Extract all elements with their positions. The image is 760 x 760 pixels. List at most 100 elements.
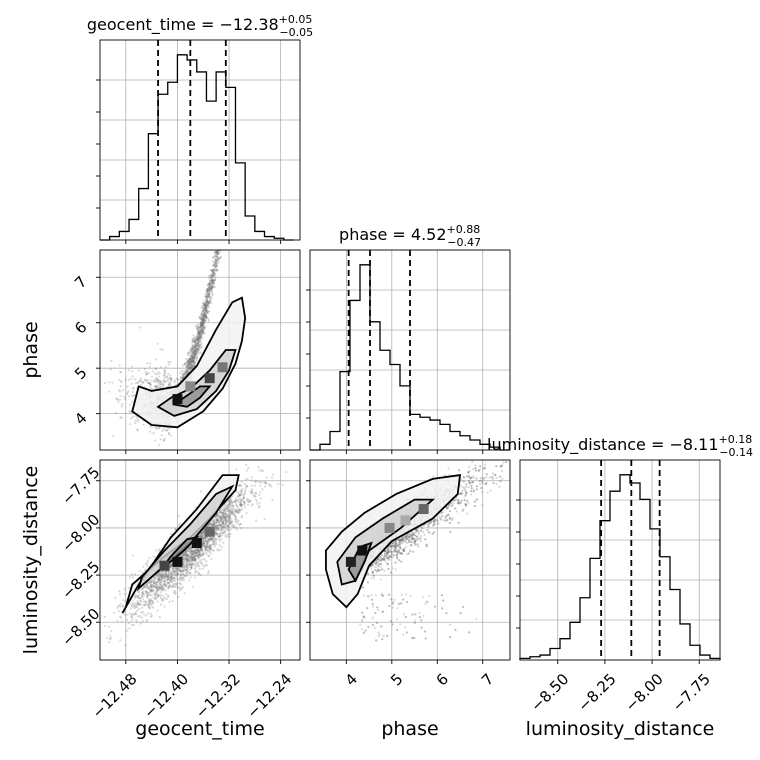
sample-point <box>152 602 155 605</box>
sample-point <box>226 196 228 198</box>
sample-point <box>238 509 241 512</box>
sample-point <box>232 167 234 169</box>
sample-point <box>201 534 204 537</box>
sample-point <box>217 549 220 552</box>
sample-point <box>189 361 192 364</box>
sample-point <box>243 502 246 505</box>
sample-point <box>242 496 246 499</box>
sample-point <box>185 361 189 364</box>
sample-point <box>225 520 228 523</box>
sample-point <box>225 518 228 521</box>
sample-point <box>209 279 212 282</box>
sample-point <box>192 351 195 354</box>
sample-point <box>215 265 218 268</box>
sample-point <box>209 289 212 293</box>
sample-point <box>238 125 240 127</box>
sample-point <box>189 576 192 579</box>
sample-point <box>194 565 197 569</box>
sample-point <box>196 337 199 340</box>
sample-point <box>157 578 160 581</box>
sample-point <box>234 520 237 523</box>
sample-point <box>207 281 211 285</box>
histogram-luminosity_distance <box>519 474 721 660</box>
sample-point <box>197 335 200 339</box>
sample-point <box>187 360 190 364</box>
sample-point <box>219 534 222 537</box>
frame-geocent_time <box>99 39 301 241</box>
sample-point <box>130 394 134 397</box>
sample-point <box>190 366 193 369</box>
sample-point <box>193 556 196 560</box>
sample-point <box>207 554 210 557</box>
sample-point <box>197 345 200 348</box>
sample-point <box>195 344 198 347</box>
sample-point <box>151 583 154 587</box>
sample-point <box>212 281 215 284</box>
sample-point <box>132 605 136 608</box>
sample-point <box>215 255 218 258</box>
sample-point <box>190 363 193 366</box>
sample-point <box>146 595 149 598</box>
sample-point <box>202 314 206 318</box>
sample-point <box>223 513 226 516</box>
sample-point <box>181 376 185 379</box>
sample-point <box>204 301 207 304</box>
sample-point <box>192 358 195 361</box>
title-text-phase: phase = 4.52 <box>339 225 446 244</box>
sample-point <box>254 0 256 2</box>
sample-point <box>181 563 185 566</box>
sample-point <box>170 577 173 580</box>
sample-point <box>193 558 196 561</box>
sample-point <box>221 509 224 512</box>
sample-point <box>188 352 191 355</box>
sample-point <box>221 220 223 222</box>
sample-point <box>227 518 230 521</box>
sample-point <box>150 451 152 453</box>
sample-point <box>158 582 161 586</box>
sample-point <box>199 337 202 340</box>
sample-point <box>219 510 222 513</box>
sample-point <box>205 311 208 314</box>
sample-point <box>179 587 182 590</box>
sample-point <box>213 279 216 282</box>
sample-point <box>168 572 171 575</box>
sample-point <box>112 435 115 438</box>
sample-point <box>203 317 206 320</box>
sample-point <box>206 300 209 303</box>
sample-point <box>183 553 187 556</box>
sample-point <box>177 573 180 576</box>
density-cell-2 <box>217 362 228 373</box>
sample-point <box>219 528 223 531</box>
sample-point <box>203 565 206 568</box>
sample-point <box>258 501 261 504</box>
sample-point <box>222 220 224 222</box>
sample-point <box>169 572 172 576</box>
sample-point <box>205 309 208 312</box>
sample-point <box>165 592 168 596</box>
sample-point <box>141 586 144 589</box>
sample-point <box>209 299 212 302</box>
sample-point <box>188 548 191 552</box>
sample-point <box>203 551 206 554</box>
sample-point <box>182 554 185 557</box>
sample-point <box>188 579 191 582</box>
sample-point <box>199 552 202 555</box>
sample-point <box>128 576 132 579</box>
sample-point <box>143 379 147 382</box>
sample-point <box>210 287 213 290</box>
sample-point <box>181 570 184 573</box>
sample-point <box>166 428 169 432</box>
sample-point <box>210 543 213 546</box>
sample-point <box>199 329 202 332</box>
sample-point <box>201 322 205 325</box>
sample-point <box>131 617 134 620</box>
sample-point <box>197 549 200 553</box>
sample-point <box>213 518 216 521</box>
sample-point <box>215 259 218 262</box>
sample-point <box>232 161 234 163</box>
sample-point <box>203 313 206 316</box>
sample-point <box>221 235 223 237</box>
sample-point <box>216 245 218 247</box>
sample-point <box>214 265 217 269</box>
sample-point <box>223 506 226 509</box>
